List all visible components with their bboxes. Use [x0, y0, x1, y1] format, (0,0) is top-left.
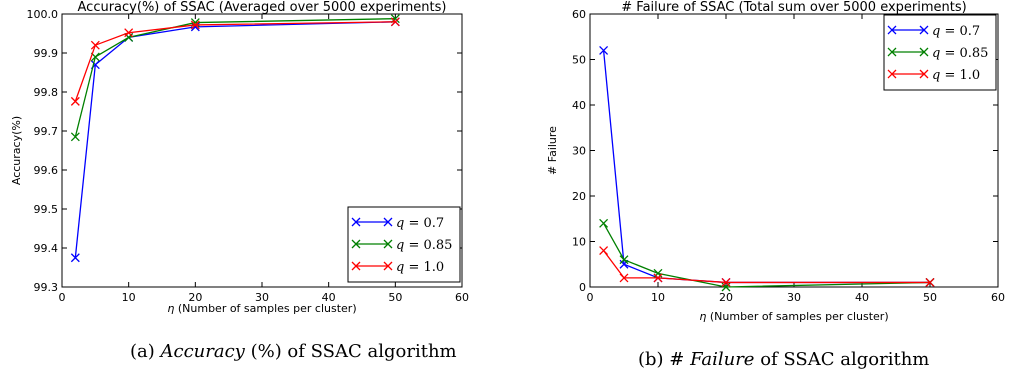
- legend-label: q = 0.85: [932, 46, 988, 61]
- data-point-marker: [925, 277, 935, 287]
- x-tick-label: 60: [991, 291, 1005, 304]
- legend-marker: [383, 261, 393, 271]
- caption-b-suffix: of SSAC algorithm: [754, 349, 929, 370]
- caption-a-prefix: (a): [130, 341, 161, 362]
- x-axis-label: η (Number of samples per cluster): [699, 310, 888, 323]
- caption-a: (a) Accuracy (%) of SSAC algorithm: [130, 341, 457, 362]
- legend-label: q = 1.0: [396, 260, 444, 275]
- x-axis-label: η (Number of samples per cluster): [167, 302, 356, 315]
- data-point-marker: [70, 132, 80, 142]
- x-axis-label-symbol: η: [167, 302, 174, 315]
- x-tick-label: 10: [122, 291, 136, 304]
- caption-b-italic: Failure: [689, 349, 754, 370]
- y-axis-label: Accuracy(%): [10, 116, 23, 185]
- legend-label: q = 0.7: [932, 24, 980, 39]
- series-line: [74, 18, 396, 138]
- legend-marker: [351, 239, 361, 249]
- y-tick-label: 50: [572, 54, 586, 67]
- legend-label: q = 1.0: [932, 68, 980, 83]
- data-point-marker: [653, 273, 663, 283]
- data-point-marker: [190, 20, 200, 30]
- y-tick-label: 20: [572, 190, 586, 203]
- data-point-marker: [90, 40, 100, 50]
- chart-title: Accuracy(%) of SSAC (Averaged over 5000 …: [78, 0, 447, 15]
- x-tick-label: 0: [59, 291, 66, 304]
- x-tick-label: 30: [255, 291, 269, 304]
- x-tick-label: 50: [923, 291, 937, 304]
- data-point-marker: [599, 218, 609, 228]
- legend-marker: [919, 25, 929, 35]
- data-point-marker: [619, 273, 629, 283]
- series-line: [603, 250, 930, 284]
- legend-marker: [887, 69, 897, 79]
- x-axis-label-text: (Number of samples per cluster): [706, 310, 888, 323]
- x-axis-label-text: (Number of samples per cluster): [174, 302, 356, 315]
- y-tick-label: 10: [572, 236, 586, 249]
- data-point-marker: [599, 246, 609, 256]
- y-tick-label: 30: [572, 145, 586, 158]
- legend-marker: [383, 217, 393, 227]
- y-tick-label: 100.0: [27, 8, 59, 21]
- x-axis-label-symbol: η: [699, 310, 706, 323]
- y-tick-label: 99.7: [34, 125, 59, 138]
- data-point-marker: [70, 96, 80, 106]
- y-tick-label: 99.4: [34, 242, 59, 255]
- data-point-marker: [70, 253, 80, 263]
- legend-label: q = 0.7: [396, 216, 444, 231]
- y-tick-label: 99.5: [34, 203, 59, 216]
- y-tick-label: 99.8: [34, 86, 59, 99]
- x-tick-label: 40: [855, 291, 869, 304]
- caption-a-italic: Accuracy: [159, 341, 246, 362]
- series-line: [74, 21, 396, 102]
- x-tick-label: 30: [787, 291, 801, 304]
- y-tick-label: 0: [579, 281, 586, 294]
- legend-marker: [383, 239, 393, 249]
- caption-b-prefix: (b) #: [638, 349, 690, 370]
- legend-marker: [919, 47, 929, 57]
- y-tick-label: 99.3: [34, 281, 59, 294]
- data-point-marker: [721, 277, 731, 287]
- series-line: [74, 21, 396, 258]
- legend-marker: [919, 69, 929, 79]
- accuracy-chart: Accuracy(%) of SSAC (Averaged over 5000 …: [10, 0, 469, 315]
- y-tick-label: 60: [572, 8, 586, 21]
- y-tick-label: 99.9: [34, 47, 59, 60]
- x-tick-label: 20: [719, 291, 733, 304]
- y-tick-label: 40: [572, 99, 586, 112]
- data-point-marker: [124, 28, 134, 38]
- y-tick-label: 99.6: [34, 164, 59, 177]
- x-tick-label: 20: [188, 291, 202, 304]
- series-line: [602, 50, 930, 284]
- x-tick-label: 10: [651, 291, 665, 304]
- legend-label: q = 0.85: [396, 238, 452, 253]
- x-tick-label: 0: [587, 291, 594, 304]
- failure-chart: # Failure of SSAC (Total sum over 5000 e…: [546, 0, 1005, 323]
- data-point-marker: [619, 255, 629, 265]
- caption-b: (b) # Failure of SSAC algorithm: [638, 349, 929, 370]
- legend-marker: [887, 47, 897, 57]
- caption-a-suffix: (%) of SSAC algorithm: [245, 341, 457, 362]
- x-tick-label: 60: [455, 291, 469, 304]
- data-point-marker: [190, 22, 200, 32]
- x-tick-label: 40: [322, 291, 336, 304]
- x-tick-label: 50: [388, 291, 402, 304]
- legend-marker: [887, 25, 897, 35]
- chart-title: # Failure of SSAC (Total sum over 5000 e…: [621, 0, 966, 15]
- data-point-marker: [599, 45, 609, 55]
- data-point-marker: [390, 17, 400, 27]
- legend-marker: [351, 217, 361, 227]
- legend-marker: [351, 261, 361, 271]
- y-axis-label: # Failure: [546, 126, 559, 175]
